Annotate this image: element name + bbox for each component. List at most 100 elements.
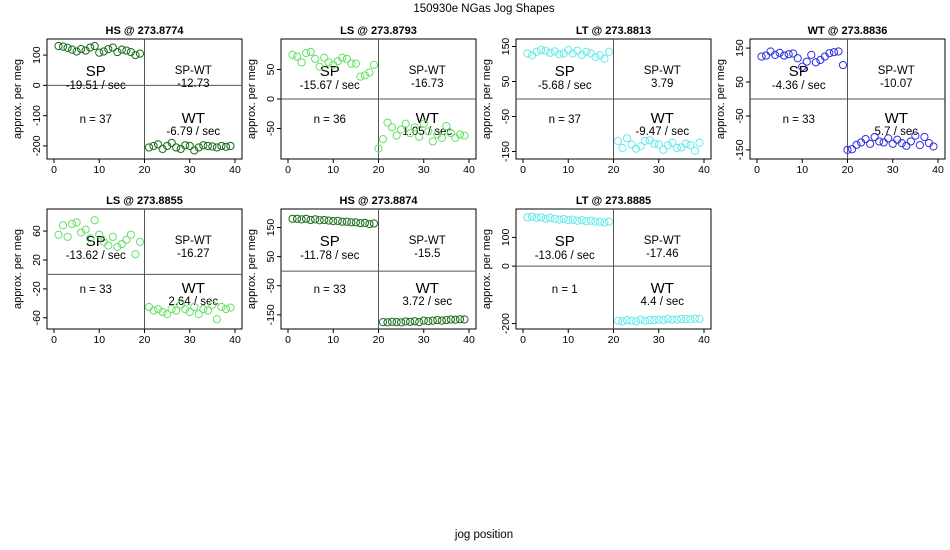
- n-count: n = 33: [80, 284, 112, 296]
- data-point: [163, 310, 172, 319]
- data-point: [690, 146, 700, 155]
- x-tick-label: 10: [562, 164, 574, 176]
- data-point: [811, 58, 820, 67]
- data-point: [351, 59, 360, 68]
- data-point: [374, 144, 383, 153]
- data-point: [838, 60, 848, 70]
- data-point: [568, 215, 577, 224]
- data-point: [613, 316, 623, 325]
- data-point: [176, 300, 185, 309]
- y-tick-label: -50: [265, 121, 277, 136]
- x-tick-label: 30: [653, 164, 665, 176]
- data-point: [72, 47, 81, 56]
- data-point: [153, 305, 163, 314]
- data-point: [460, 131, 469, 140]
- data-point: [347, 59, 356, 68]
- data-point: [568, 49, 577, 58]
- data-point: [875, 137, 884, 146]
- x-tick-label: 20: [842, 164, 854, 176]
- data-point: [663, 314, 672, 324]
- data-point: [564, 216, 573, 225]
- data-point: [117, 45, 126, 54]
- x-tick-label: 0: [285, 334, 291, 346]
- data-point: [807, 50, 816, 59]
- data-point: [292, 52, 302, 61]
- x-tick-label: 30: [887, 164, 899, 176]
- data-point: [761, 51, 771, 60]
- data-point: [663, 141, 672, 150]
- x-tick-label: 0: [51, 334, 57, 346]
- data-point: [63, 43, 72, 52]
- wt-label: WT: [885, 110, 908, 127]
- data-point: [297, 215, 306, 224]
- data-point: [460, 315, 469, 324]
- data-point: [550, 47, 559, 56]
- data-point: [455, 315, 465, 324]
- panel-5: LS @ 273.8855 0 10 20 30 40 -60 -20 20 60 approx. …: [12, 195, 243, 346]
- data-point: [641, 136, 650, 146]
- data-point: [338, 217, 347, 226]
- data-point: [595, 217, 605, 227]
- data-point: [324, 58, 333, 67]
- y-tick-label: 50: [265, 251, 277, 263]
- wt-label: WT: [651, 280, 674, 297]
- data-point: [149, 306, 158, 315]
- data-point: [920, 132, 929, 142]
- data-point: [113, 47, 122, 57]
- panel-title: WT @ 273.8836: [808, 25, 888, 37]
- y-axis-label: approx. per meg: [715, 59, 727, 139]
- y-tick-label: -150: [734, 139, 746, 160]
- data-point: [406, 317, 415, 326]
- sp-label: SP: [86, 63, 106, 80]
- figure-title: 150930e NGas Jog Shapes: [413, 3, 555, 15]
- y-tick-label: 100: [500, 228, 512, 246]
- data-point: [217, 141, 226, 151]
- x-tick-label: 20: [608, 334, 620, 346]
- data-point: [347, 218, 356, 227]
- panel-7: LT @ 273.8885 0 10 20 30 40 -200 0 100 approx. pe…: [481, 195, 712, 346]
- x-tick-label: 10: [327, 334, 339, 346]
- data-point: [54, 41, 63, 51]
- data-point: [199, 141, 208, 150]
- data-point: [627, 140, 636, 149]
- data-point: [659, 145, 668, 154]
- wt-rate: -9.47 / sec: [635, 126, 689, 138]
- n-count: n = 37: [549, 114, 581, 126]
- data-point: [181, 141, 190, 150]
- y-tick-label: 100: [31, 46, 43, 64]
- data-point: [771, 50, 780, 59]
- data-point: [852, 140, 861, 149]
- y-tick-label: 150: [265, 219, 277, 237]
- data-point: [95, 48, 104, 57]
- data-point: [419, 119, 428, 128]
- data-point: [212, 315, 221, 324]
- data-point: [527, 212, 537, 221]
- data-point: [406, 129, 415, 138]
- sp-wt-label: SP-WT: [409, 65, 446, 77]
- data-point: [681, 139, 691, 148]
- n-count: n = 33: [314, 284, 346, 296]
- data-point: [847, 145, 857, 154]
- sp-rate: -19.51 / sec: [66, 80, 126, 92]
- data-point: [532, 213, 541, 222]
- data-point: [113, 242, 122, 252]
- data-point: [58, 42, 68, 51]
- x-tick-label: 20: [373, 164, 385, 176]
- x-tick-label: 20: [608, 164, 620, 176]
- sp-wt-label: SP-WT: [644, 235, 681, 247]
- data-point: [613, 136, 623, 146]
- sp-wt-value: -16.27: [177, 248, 210, 260]
- data-point: [217, 302, 226, 312]
- wt-rate: 5.7 / sec: [875, 126, 919, 138]
- data-point: [144, 302, 154, 312]
- data-point: [86, 43, 95, 52]
- data-point: [360, 71, 370, 80]
- data-point: [586, 216, 595, 225]
- data-point: [451, 315, 460, 324]
- data-point: [378, 317, 388, 327]
- panel-title: HS @ 273.8874: [340, 195, 419, 207]
- sp-label: SP: [789, 63, 809, 80]
- data-point: [929, 142, 938, 151]
- data-point: [108, 232, 117, 241]
